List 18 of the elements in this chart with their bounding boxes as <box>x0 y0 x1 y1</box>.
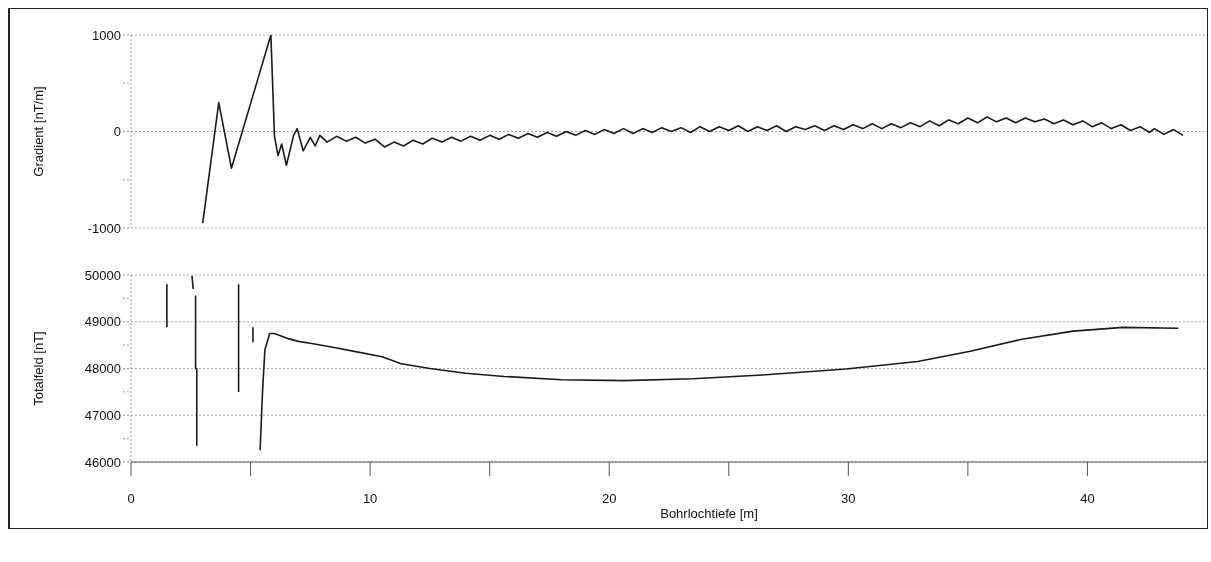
x-axis-title: Bohrlochtiefe [m] <box>660 506 758 521</box>
y-tick-label: -1000 <box>87 220 121 236</box>
line-series <box>201 35 1184 224</box>
x-tick-label: 0 <box>127 491 135 507</box>
y-tick-label: 46000 <box>84 454 121 470</box>
y-tick-label: 1000 <box>92 27 121 43</box>
y-tick-label: 49000 <box>84 314 121 330</box>
x-tick-label: 30 <box>841 491 856 507</box>
y-tick-label: 0 <box>113 124 121 140</box>
x-tick-label: 40 <box>1080 491 1095 507</box>
y-tick-label: 47000 <box>84 407 121 423</box>
x-tick-label: 10 <box>362 491 378 507</box>
y-tick-label: 50000 <box>84 267 121 283</box>
frame-border: -1000 0 1000 Gradient [nT/m] 0 10 20 30 40 Bohrlochtiefe [m] 46000 47000 48000 49000 50000 Totalfeld [nT] <box>8 8 1208 529</box>
y-tick-label: 48000 <box>84 361 121 377</box>
y-axis-title: Gradient [nT/m] <box>30 86 46 177</box>
x-tick-label: 20 <box>601 491 617 507</box>
y-axis-title: Totalfeld [nT] <box>30 331 46 406</box>
